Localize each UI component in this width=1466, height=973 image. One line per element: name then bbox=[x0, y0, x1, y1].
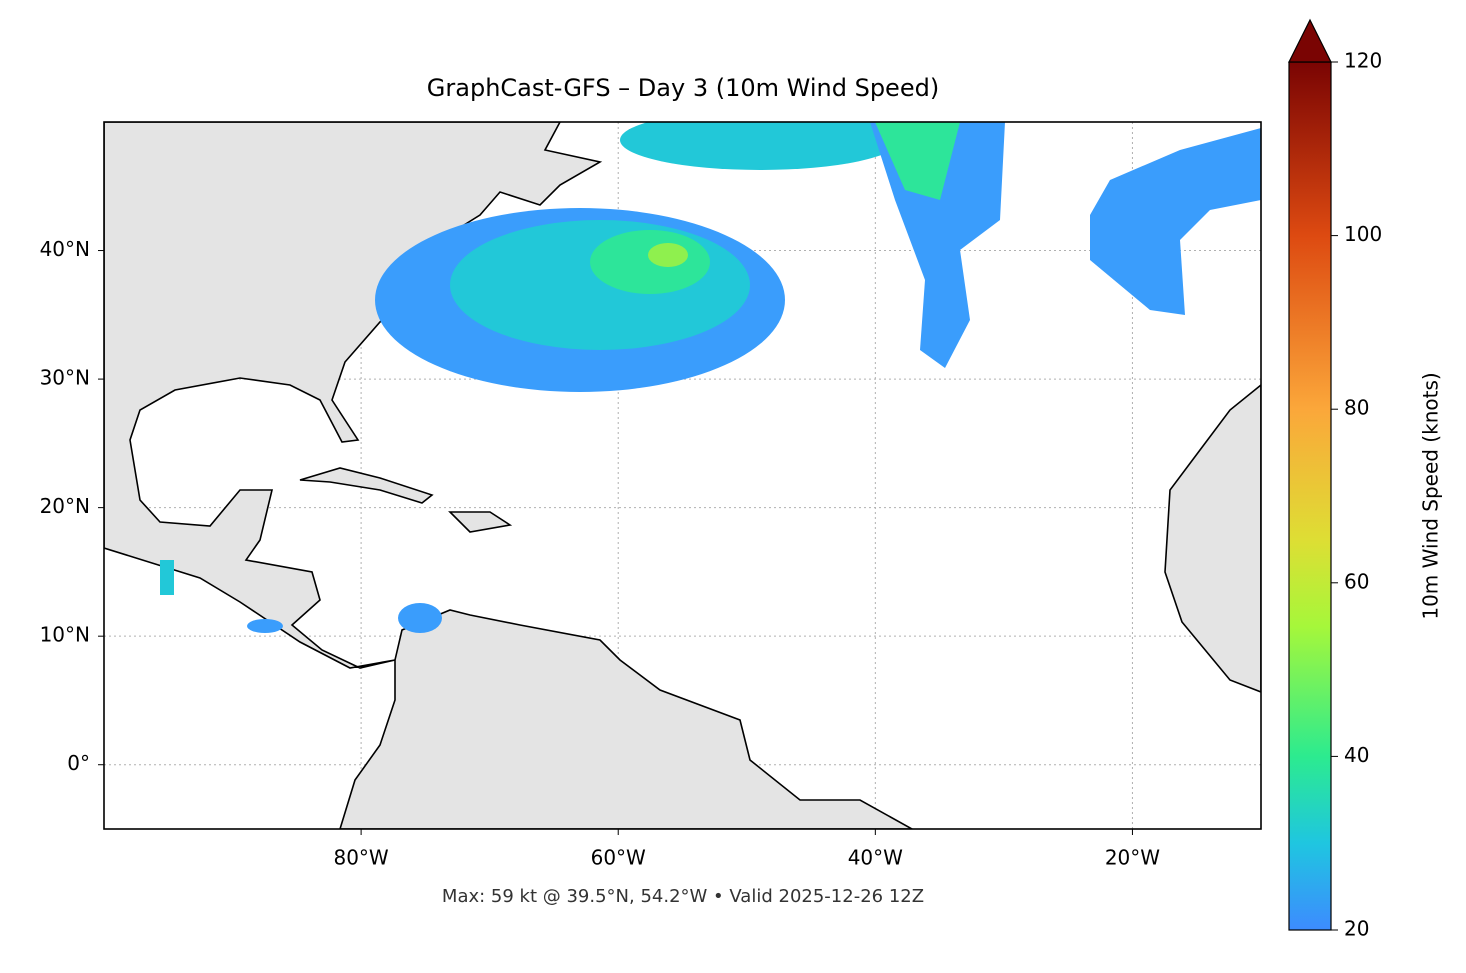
y-tick-label: 20°N bbox=[40, 494, 90, 518]
colorbar-tick-label: 100 bbox=[1344, 222, 1382, 246]
colorbar-tick-label: 20 bbox=[1344, 917, 1369, 941]
colorbar-tick-label: 80 bbox=[1344, 396, 1369, 420]
wind-area bbox=[620, 122, 900, 170]
annotation: Max: 59 kt @ 39.5°N, 54.2°W • Valid 2025… bbox=[442, 886, 924, 907]
wind-area bbox=[1090, 128, 1261, 315]
hispaniola bbox=[448, 511, 513, 533]
wind-field bbox=[160, 122, 1261, 633]
map bbox=[104, 122, 1261, 829]
y-tick-label: 10°N bbox=[40, 623, 90, 647]
y-tick-label: 0° bbox=[67, 751, 90, 775]
colorbar-tick-label: 60 bbox=[1344, 569, 1369, 593]
x-tick-label: 20°W bbox=[1105, 846, 1160, 870]
south-america bbox=[339, 609, 914, 829]
colorbar-tick-label: 120 bbox=[1344, 49, 1382, 73]
colorbar-label: 10m Wind Speed (knots) bbox=[1419, 372, 1443, 619]
cuba bbox=[299, 467, 434, 504]
chart-title: GraphCast-GFS – Day 3 (10m Wind Speed) bbox=[427, 74, 939, 102]
north-america bbox=[104, 122, 603, 669]
wind-area bbox=[160, 560, 174, 595]
x-tick-label: 40°W bbox=[848, 846, 903, 870]
wind-area bbox=[590, 230, 710, 294]
colorbar bbox=[1288, 61, 1332, 931]
y-tick-label: 30°N bbox=[40, 366, 90, 390]
wind-area bbox=[648, 243, 688, 267]
y-tick-label: 40°N bbox=[40, 237, 90, 261]
x-tick-label: 60°W bbox=[591, 846, 646, 870]
wind-area bbox=[875, 122, 960, 200]
colorbar-extend bbox=[1288, 18, 1332, 63]
wind-area bbox=[450, 220, 750, 350]
africa bbox=[1164, 383, 1261, 693]
colorbar-tick-label: 40 bbox=[1344, 743, 1369, 767]
wind-area bbox=[398, 603, 442, 633]
x-tick-label: 80°W bbox=[333, 846, 388, 870]
wind-area bbox=[247, 619, 283, 633]
map-frame bbox=[103, 121, 1262, 830]
